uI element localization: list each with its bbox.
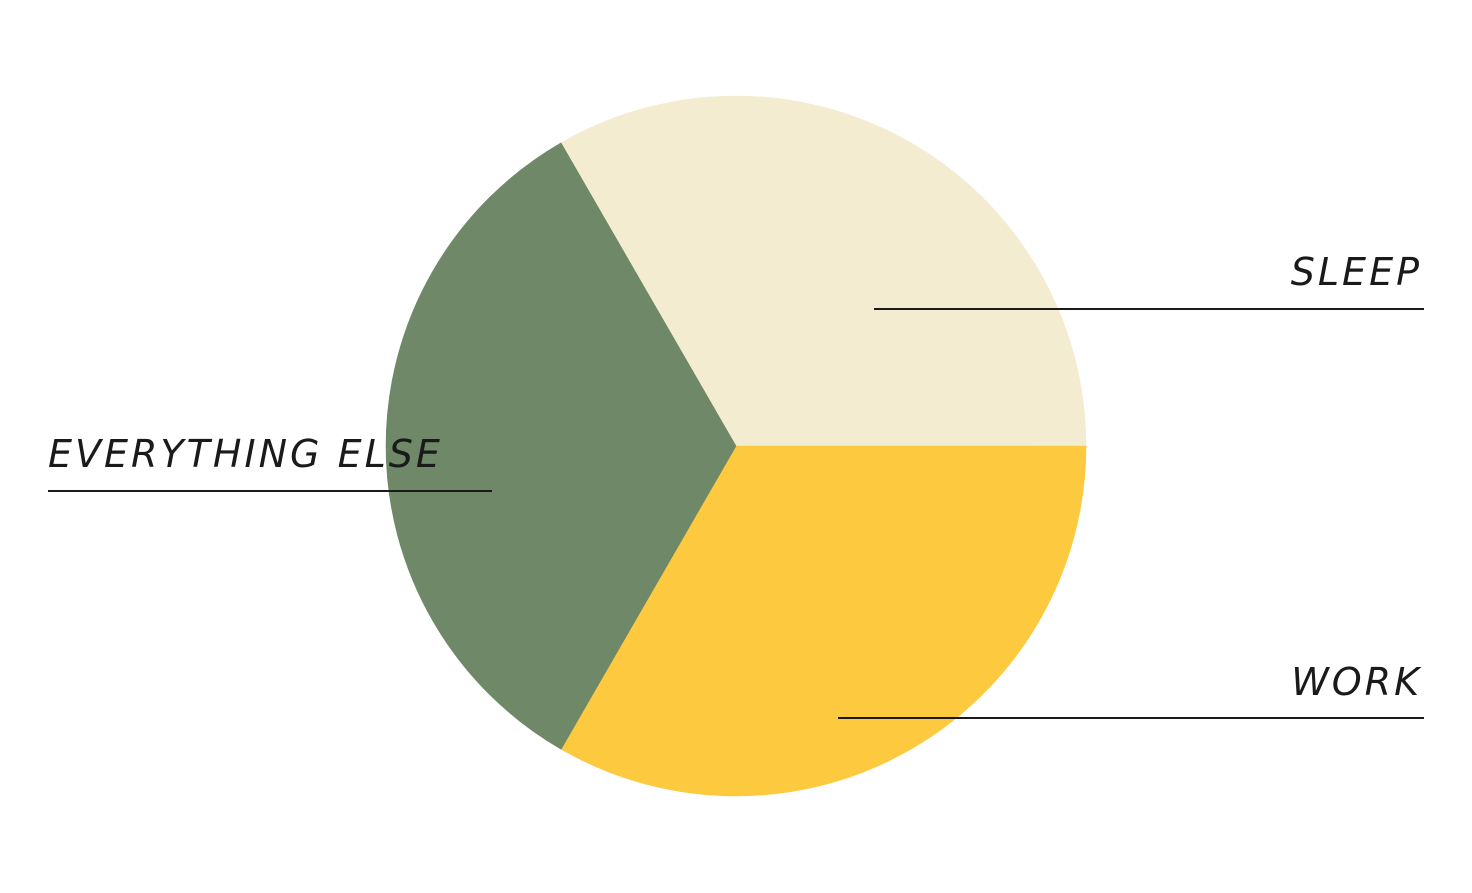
slice-label-work: WORK [1291, 660, 1422, 704]
slice-label-sleep: SLEEP [1291, 250, 1422, 294]
pie-slice-work [560, 445, 1087, 797]
slice-labels: SLEEP WORK EVERYTHING ELSE [48, 250, 1422, 704]
pie-slice-sleep [560, 95, 1087, 447]
pie-slice-everything-else [385, 142, 737, 750]
slice-label-everything-else: EVERYTHING ELSE [48, 432, 443, 476]
leader-lines [48, 308, 1424, 719]
pie-slices [385, 95, 1087, 797]
